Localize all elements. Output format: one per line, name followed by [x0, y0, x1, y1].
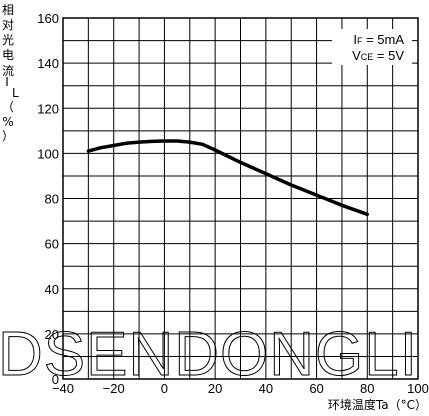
x-tick-label: −40	[52, 381, 74, 396]
y-label-char: ）	[2, 129, 14, 143]
x-tick-label: 20	[208, 381, 222, 396]
condition-value: = 5mA	[362, 32, 404, 47]
x-tick-label: 100	[407, 381, 429, 396]
condition-symbol: V	[352, 48, 361, 63]
condition-text: VCE = 5V	[352, 48, 404, 63]
condition-subscript: F	[357, 36, 363, 46]
x-tick-label: 0	[161, 381, 168, 396]
plot-frame	[62, 17, 419, 380]
conditions-backdrop	[332, 29, 412, 65]
y-label-char: I	[5, 75, 9, 89]
y-tick-label: 20	[45, 327, 59, 342]
y-tick-label: 160	[37, 11, 59, 26]
y-label-char: L	[12, 86, 19, 100]
y-label-char: %	[2, 115, 13, 129]
condition-symbol: I	[353, 32, 357, 47]
y-tick-label: 40	[45, 282, 59, 297]
y-label-char: 流	[2, 64, 14, 78]
y-label-char: 对	[2, 18, 14, 32]
series-line	[86, 139, 370, 217]
y-label-char: 光	[2, 33, 14, 47]
x-tick-label: −20	[103, 381, 125, 396]
y-label-char: 相	[2, 3, 14, 17]
y-tick-label: 80	[45, 192, 59, 207]
y-tick-label: 60	[45, 237, 59, 252]
condition-text: IF = 5mA	[353, 32, 404, 47]
y-axis-ticks: 0 20 40 60 80 100 120 140 160	[37, 11, 59, 387]
x-axis-ticks: −40 −20 0 20 40 60 80 100	[52, 381, 429, 396]
x-tick-label: 40	[259, 381, 273, 396]
condition-value: = 5V	[373, 48, 404, 63]
y-tick-label: 120	[37, 101, 59, 116]
series-lines	[86, 139, 370, 217]
y-label-char: 电	[2, 48, 14, 62]
watermark: DSENDONGLI	[0, 320, 418, 389]
x-axis-label: 环境温度Ta（°C）	[328, 397, 427, 412]
y-label-char: （	[2, 100, 14, 114]
y-tick-label: 100	[37, 146, 59, 161]
y-tick-label: 140	[37, 56, 59, 71]
x-tick-label: 80	[360, 381, 374, 396]
condition-subscript: CE	[361, 52, 374, 62]
x-tick-label: 60	[309, 381, 323, 396]
y-tick-label: 0	[52, 372, 59, 387]
